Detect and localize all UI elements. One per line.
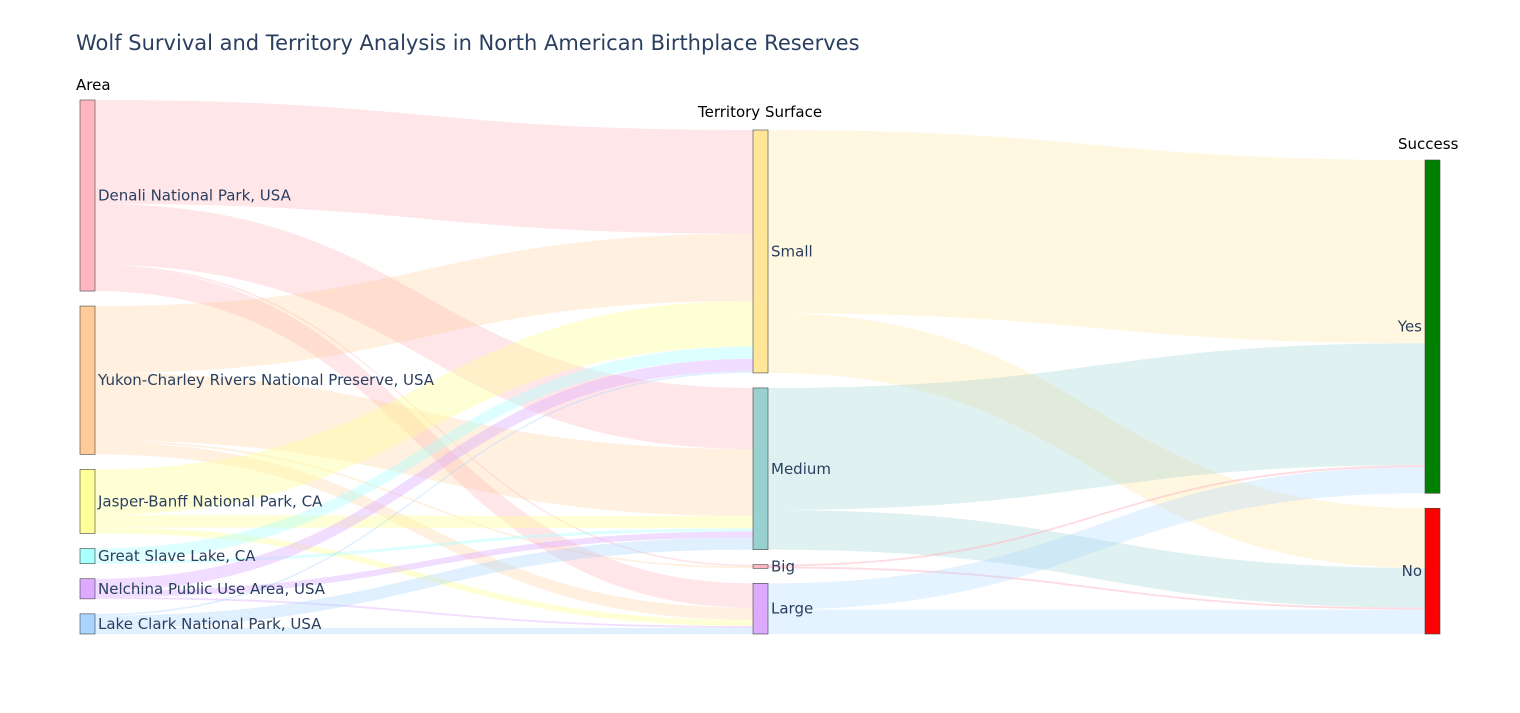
sankey-link-small-to-yes[interactable] bbox=[768, 130, 1425, 344]
sankey-node-label-jasper: Jasper-Banff National Park, CA bbox=[97, 492, 323, 510]
sankey-node-label-no: No bbox=[1402, 562, 1422, 580]
sankey-node-label-denali: Denali National Park, USA bbox=[98, 187, 292, 205]
sankey-link-large-to-no[interactable] bbox=[768, 609, 1425, 634]
sankey-node-label-yukon: Yukon-Charley Rivers National Preserve, … bbox=[97, 371, 435, 389]
sankey-link-large-to-yes[interactable] bbox=[768, 467, 1425, 610]
sankey-node-label-yes: Yes bbox=[1397, 318, 1422, 336]
sankey-node-label-big: Big bbox=[771, 558, 795, 576]
sankey-node-clark[interactable] bbox=[79, 613, 96, 635]
sankey-node-no[interactable] bbox=[1424, 507, 1441, 635]
sankey-link-medium-to-no[interactable] bbox=[768, 510, 1425, 608]
sankey-link-clark-to-small[interactable] bbox=[95, 371, 753, 616]
sankey-link-clark-to-medium[interactable] bbox=[95, 537, 753, 628]
column-header-success: Success bbox=[1398, 135, 1459, 153]
sankey-link-yukon-to-medium[interactable] bbox=[95, 373, 753, 517]
sankey-node-large[interactable] bbox=[752, 583, 769, 635]
nodes-layer: Denali National Park, USA Yukon-Charley R… bbox=[79, 99, 1441, 635]
sankey-link-nelchina-to-large[interactable] bbox=[95, 597, 753, 628]
sankey-link-denali-to-large[interactable] bbox=[95, 266, 753, 608]
sankey-node-jasper[interactable] bbox=[79, 469, 96, 534]
sankey-node-slave[interactable] bbox=[79, 548, 96, 565]
sankey-node-label-slave: Great Slave Lake, CA bbox=[98, 547, 256, 565]
sankey-link-nelchina-to-small[interactable] bbox=[95, 358, 753, 591]
sankey-link-jasper-to-large[interactable] bbox=[95, 527, 753, 627]
sankey-node-yukon[interactable] bbox=[79, 305, 96, 455]
sankey-link-slave-to-small[interactable] bbox=[95, 346, 753, 561]
sankey-node-denali[interactable] bbox=[79, 99, 96, 292]
sankey-node-yes[interactable] bbox=[1424, 159, 1441, 494]
sankey-link-big-to-yes[interactable] bbox=[768, 465, 1425, 567]
sankey-link-small-to-no[interactable] bbox=[768, 313, 1425, 569]
sankey-link-nelchina-to-medium[interactable] bbox=[95, 531, 753, 598]
sankey-link-denali-to-medium[interactable] bbox=[95, 203, 753, 449]
sankey-node-big[interactable] bbox=[752, 564, 769, 569]
sankey-link-clark-to-large[interactable] bbox=[95, 627, 753, 634]
sankey-link-jasper-to-medium[interactable] bbox=[95, 515, 753, 529]
column-header-territory-surface: Territory Surface bbox=[697, 103, 822, 121]
sankey-link-yukon-to-big[interactable] bbox=[95, 440, 753, 569]
sankey-node-label-small: Small bbox=[771, 242, 813, 260]
sankey-node-label-clark: Lake Clark National Park, USA bbox=[98, 615, 322, 633]
sankey-link-big-to-no[interactable] bbox=[768, 566, 1425, 610]
links-layer bbox=[95, 100, 1425, 634]
column-headers: Area Territory Surface Success bbox=[76, 76, 1459, 153]
sankey-link-medium-to-yes[interactable] bbox=[768, 343, 1425, 511]
chart-title: Wolf Survival and Territory Analysis in … bbox=[76, 31, 860, 55]
sankey-node-small[interactable] bbox=[752, 129, 769, 374]
sankey-node-label-medium: Medium bbox=[771, 460, 831, 478]
sankey-link-jasper-to-small[interactable] bbox=[95, 300, 753, 516]
sankey-link-yukon-to-small[interactable] bbox=[95, 233, 753, 374]
sankey-node-nelchina[interactable] bbox=[79, 578, 96, 600]
sankey-link-slave-to-medium[interactable] bbox=[95, 528, 753, 564]
sankey-node-label-nelchina: Nelchina Public Use Area, USA bbox=[98, 580, 326, 598]
column-header-area: Area bbox=[76, 76, 111, 94]
sankey-node-label-large: Large bbox=[771, 600, 813, 618]
sankey-link-denali-to-small[interactable] bbox=[95, 100, 753, 234]
sankey-node-medium[interactable] bbox=[752, 387, 769, 550]
sankey-link-yukon-to-large[interactable] bbox=[95, 442, 753, 620]
sankey-link-denali-to-big[interactable] bbox=[95, 264, 753, 567]
